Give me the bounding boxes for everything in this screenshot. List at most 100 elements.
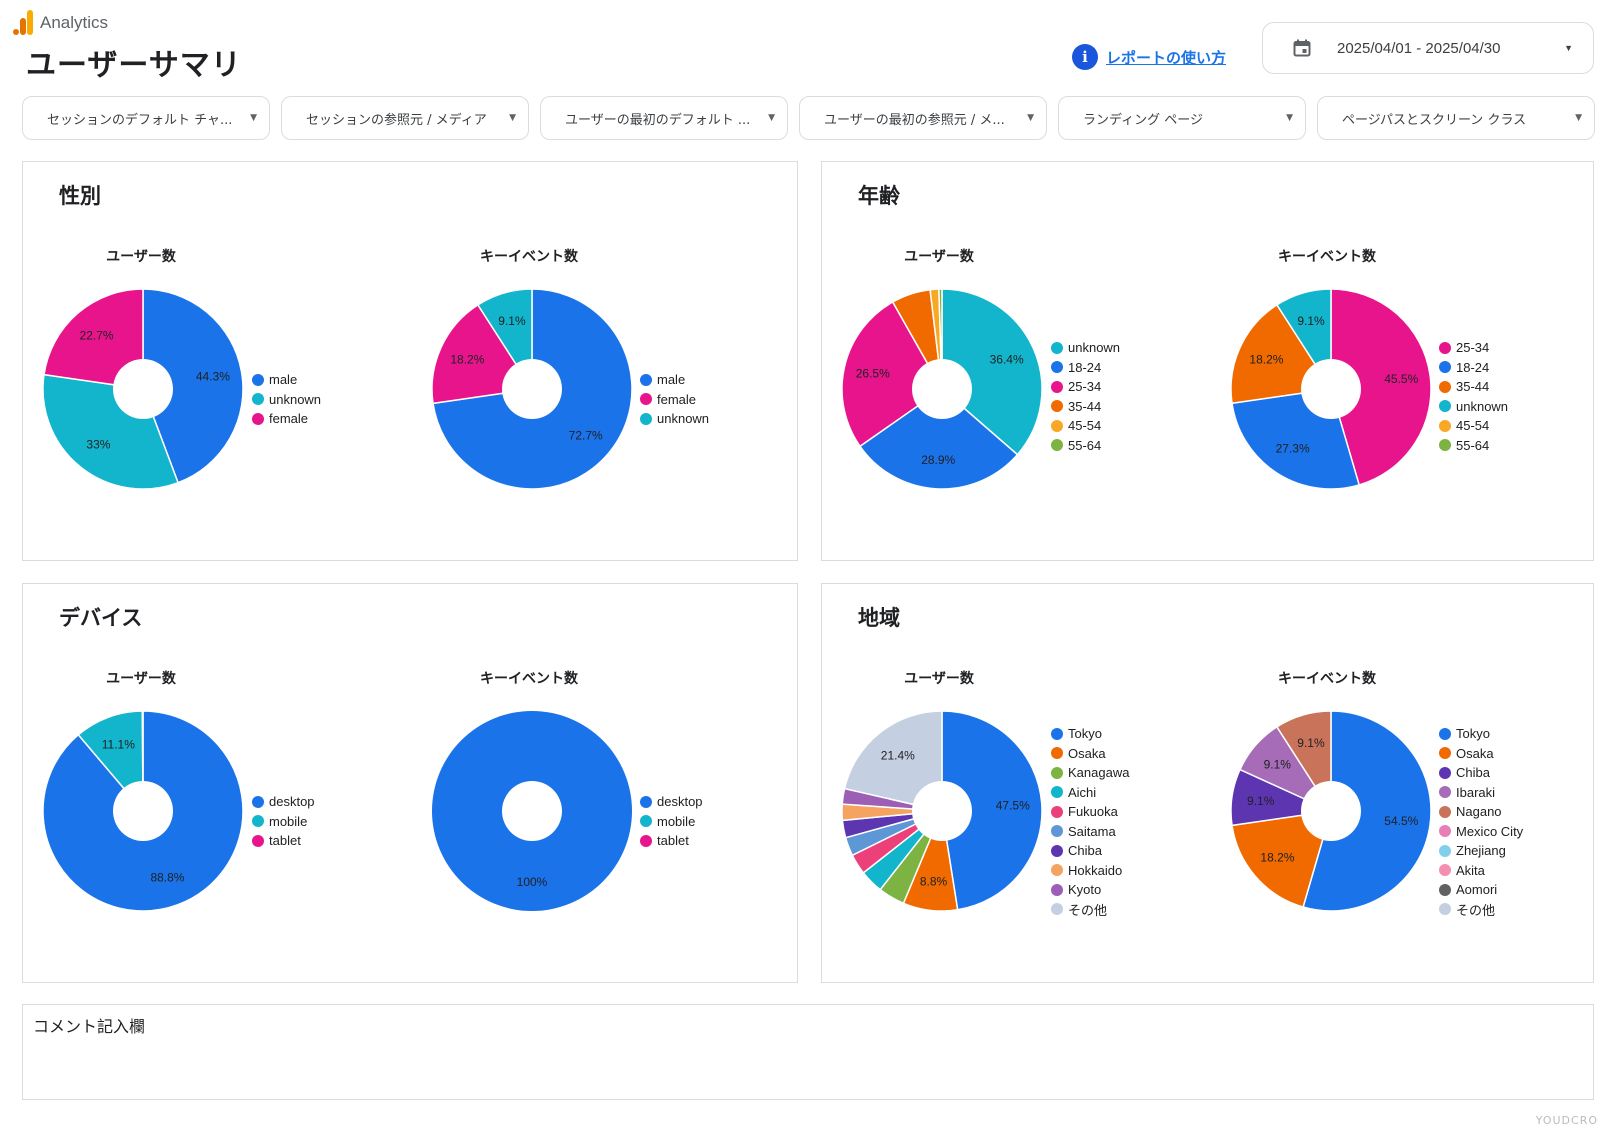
legend-item[interactable]: unknown (1439, 397, 1508, 417)
legend-label: 45-54 (1456, 418, 1490, 434)
legend-item[interactable]: 55-64 (1051, 436, 1120, 456)
legend-swatch (1051, 903, 1063, 916)
pie-chart-device-users[interactable]: 88.8% 11.1% (41, 709, 245, 913)
pie-chart-device-key-events[interactable]: 100% (430, 709, 634, 913)
slice-data-label: 28.9% (921, 453, 955, 467)
slice-data-label: 22.7% (80, 328, 114, 342)
legend-item[interactable]: Hokkaido (1051, 861, 1129, 881)
legend-item[interactable]: desktop (252, 792, 315, 812)
pie-slice-Tokyo[interactable] (1302, 710, 1432, 912)
legend-item[interactable]: 45-54 (1439, 416, 1508, 436)
pie-chart-age-key-events[interactable]: 45.5% 27.3% 18.2% 9.1% (1229, 287, 1433, 491)
slice-data-label: 18.2% (1260, 851, 1294, 865)
legend-item[interactable]: 45-54 (1051, 416, 1120, 436)
legend-label: Chiba (1068, 843, 1102, 859)
legend-item[interactable]: Ibaraki (1439, 783, 1523, 803)
pie-slice-unknown[interactable] (941, 288, 1043, 456)
legend-item[interactable]: Nagano (1439, 802, 1523, 822)
legend-item[interactable]: 55-64 (1439, 436, 1508, 456)
legend-item[interactable]: 25-34 (1439, 338, 1508, 358)
pie-slice-Osaka[interactable] (1231, 810, 1333, 908)
legend-label: Osaka (1456, 745, 1494, 761)
legend-label: female (657, 391, 697, 407)
legend-label: desktop (657, 794, 703, 810)
legend-item[interactable]: male (252, 370, 321, 390)
legend-item[interactable]: Kyoto (1051, 880, 1129, 900)
legend-item[interactable]: Zhejiang (1439, 841, 1523, 861)
filter-first-user-default-channel[interactable]: ユーザーの最初のデフォルト ... ▼ (540, 96, 788, 140)
chart-title: ユーザー数 (904, 671, 974, 687)
pie-slice-male[interactable] (142, 288, 244, 484)
legend-item[interactable]: mobile (252, 812, 315, 832)
calendar-icon (1293, 39, 1311, 57)
pie-slice-25-34[interactable] (841, 300, 943, 448)
legend-item[interactable]: Osaka (1051, 744, 1129, 764)
legend-item[interactable]: tablet (640, 831, 703, 851)
analytics-logo[interactable]: Analytics (12, 10, 108, 36)
legend-item[interactable]: その他 (1439, 900, 1523, 920)
report-help-link[interactable]: レポートの使い方 (1106, 48, 1227, 67)
legend-item[interactable]: unknown (1051, 338, 1120, 358)
filter-page-path-screen-class[interactable]: ページパスとスクリーン クラス ▼ (1317, 96, 1595, 140)
legend-swatch (1051, 825, 1063, 838)
legend-item[interactable]: desktop (640, 792, 703, 812)
pie-slice-その他[interactable] (843, 710, 943, 812)
report-help[interactable]: i レポートの使い方 (1072, 44, 1226, 70)
filter-first-user-source-medium[interactable]: ユーザーの最初の参照元 / メ... ▼ (799, 96, 1047, 140)
donut-hole (912, 781, 972, 841)
legend-item[interactable]: その他 (1051, 900, 1129, 920)
legend-swatch (1051, 361, 1063, 374)
legend-item[interactable]: Aichi (1051, 783, 1129, 803)
pie-chart-gender-key-events[interactable]: 72.7% 18.2% 9.1% (430, 287, 634, 491)
legend-label: unknown (269, 391, 322, 407)
filter-session-default-channel[interactable]: セッションのデフォルト チャ... ▼ (22, 96, 270, 140)
pie-chart-age-users[interactable]: 36.4% 28.9% 26.5% (840, 287, 1044, 491)
legend-item[interactable]: Aomori (1439, 880, 1523, 900)
legend-item[interactable]: 35-44 (1051, 397, 1120, 417)
filter-session-source-medium[interactable]: セッションの参照元 / メディア ▼ (281, 96, 529, 140)
legend-item[interactable]: female (640, 390, 709, 410)
pie-slice-female[interactable] (43, 288, 144, 390)
legend-item[interactable]: tablet (252, 831, 315, 851)
legend-item[interactable]: Osaka (1439, 744, 1523, 764)
legend-item[interactable]: Fukuoka (1051, 802, 1129, 822)
legend-item[interactable]: Tokyo (1051, 724, 1129, 744)
pie-slice-18-24[interactable] (858, 388, 1019, 490)
legend-item[interactable]: Saitama (1051, 822, 1129, 842)
legend-item[interactable]: Chiba (1051, 841, 1129, 861)
legend-item[interactable]: 35-44 (1439, 377, 1508, 397)
filter-landing-page[interactable]: ランディング ページ ▼ (1058, 96, 1306, 140)
legend-item[interactable]: 18-24 (1439, 358, 1508, 378)
legend-item[interactable]: Akita (1439, 861, 1523, 881)
pie-chart-gender-users[interactable]: 44.3% 33% 22.7% (41, 287, 245, 491)
legend-item[interactable]: female (252, 409, 321, 429)
legend-item[interactable]: unknown (640, 409, 709, 429)
chart-legend: male unknown female (252, 370, 321, 429)
legend-item[interactable]: unknown (252, 390, 321, 410)
pie-chart-region-users[interactable]: 47.5% 8.8% 21.4% (840, 709, 1044, 913)
pie-slice-25-34[interactable] (1330, 288, 1432, 486)
info-icon: i (1072, 44, 1098, 70)
comment-box[interactable]: コメント記入欄 (22, 1004, 1594, 1100)
slice-data-label: 9.1% (498, 314, 526, 328)
date-range-picker[interactable]: 2025/04/01 - 2025/04/30 ▼ (1262, 22, 1594, 74)
legend-item[interactable]: 25-34 (1051, 377, 1120, 397)
legend-item[interactable]: male (640, 370, 709, 390)
chart-title: ユーザー数 (106, 249, 176, 265)
pie-slice-Tokyo[interactable] (941, 710, 1043, 911)
legend-item[interactable]: mobile (640, 812, 703, 832)
legend-swatch (1051, 805, 1063, 818)
donut-hole (502, 781, 562, 841)
chart-legend: desktop mobile tablet (640, 792, 703, 851)
pie-chart-region-key-events[interactable]: 54.5% 18.2% 9.1% 9.1% 9.1% (1229, 709, 1433, 913)
chart-title: キーイベント数 (1278, 671, 1376, 687)
legend-label: Aichi (1068, 784, 1097, 800)
legend-item[interactable]: Kanagawa (1051, 763, 1129, 783)
legend-label: tablet (269, 833, 301, 849)
legend-item[interactable]: Chiba (1439, 763, 1523, 783)
legend-label: unknown (1068, 340, 1121, 356)
legend-item[interactable]: Mexico City (1439, 822, 1523, 842)
filter-label: セッションの参照元 / メディア (306, 112, 487, 128)
legend-item[interactable]: 18-24 (1051, 358, 1120, 378)
legend-item[interactable]: Tokyo (1439, 724, 1523, 744)
